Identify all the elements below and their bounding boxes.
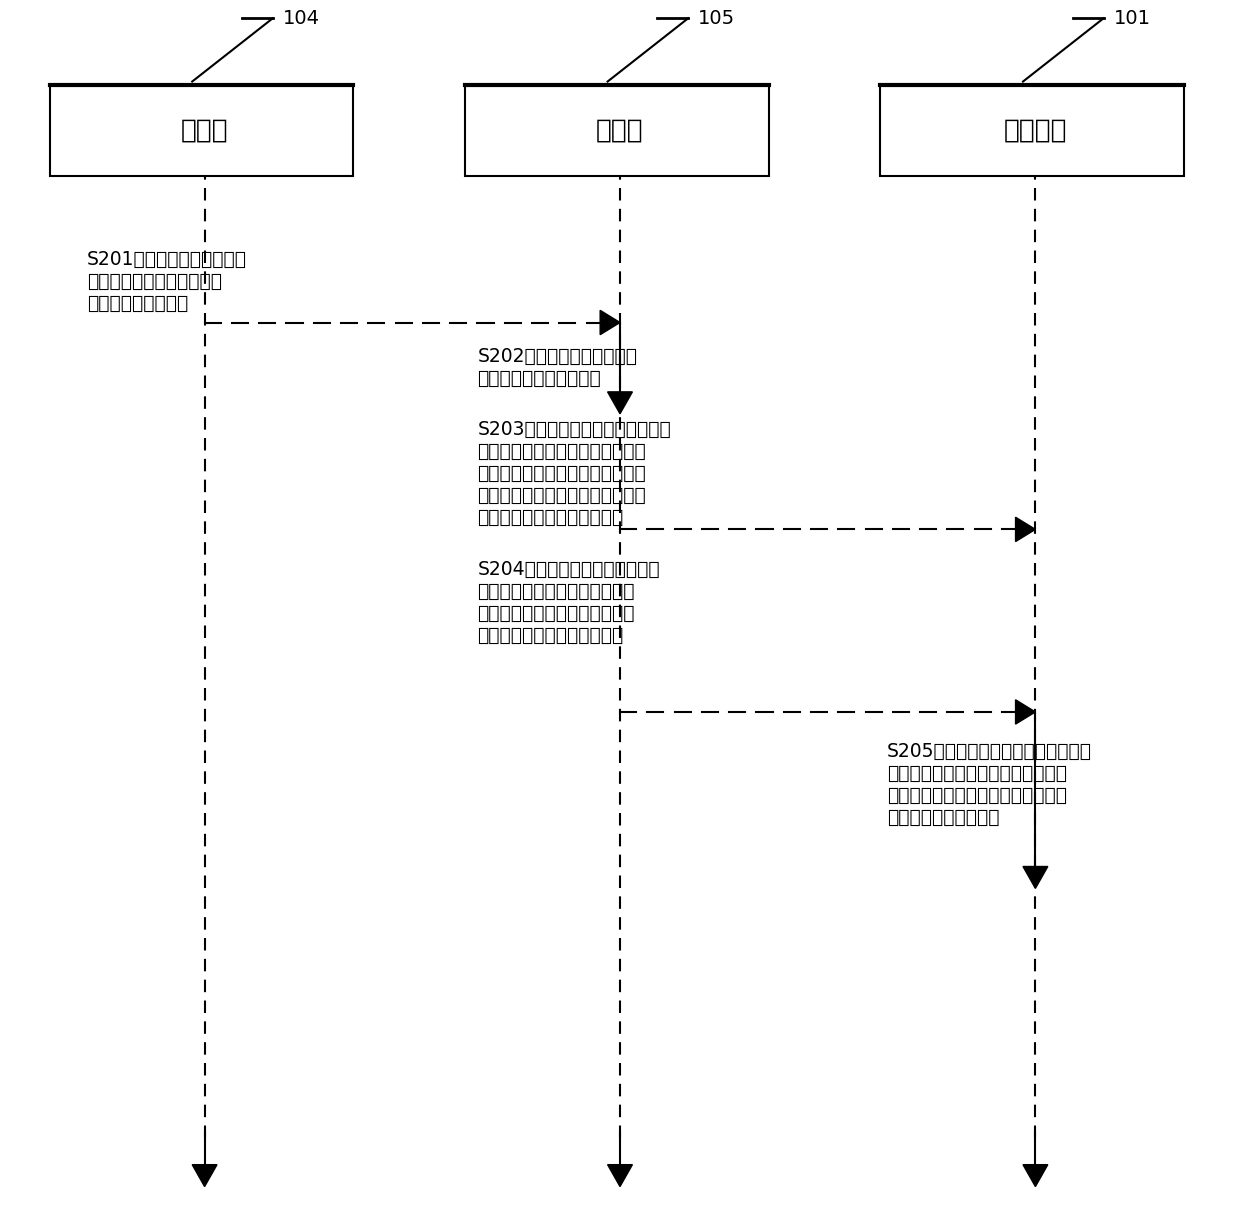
Bar <box>880 85 1184 176</box>
Text: 105: 105 <box>698 9 735 28</box>
Bar <box>465 85 769 176</box>
Polygon shape <box>608 392 632 414</box>
Polygon shape <box>1016 517 1035 542</box>
Polygon shape <box>600 310 620 335</box>
Text: 服务器: 服务器 <box>181 118 228 144</box>
Text: 数据库: 数据库 <box>596 118 644 144</box>
Text: S205、用户终端计算写入时间与生成
时间的差値，将差値作为业务数据的
处理时长，基于处理时长，确定业务
链路是否存在传输延迟: S205、用户终端计算写入时间与生成 时间的差値，将差値作为业务数据的 处理时长… <box>887 742 1091 828</box>
Bar <box>50 85 353 176</box>
Text: S202、数据库存储业务数据
对应的第一业务日志集合: S202、数据库存储业务数据 对应的第一业务日志集合 <box>477 347 637 388</box>
Text: S203、用户终端获取数据库中针对
业务链路在产生业务数据时生成的
第一业务日志集合，基于在第一业
务日志集合中插入的时间浮标获取
第一业务日志集合的生成时间: S203、用户终端获取数据库中针对 业务链路在产生业务数据时生成的 第一业务日志… <box>477 420 671 527</box>
Polygon shape <box>1023 867 1048 888</box>
Polygon shape <box>192 1165 217 1187</box>
Text: 用户终端: 用户终端 <box>1003 118 1068 144</box>
Text: 104: 104 <box>283 9 320 28</box>
Text: 101: 101 <box>1114 9 1151 28</box>
Polygon shape <box>1016 700 1035 724</box>
Text: S204、用户终端获取数据库中针
对业务链路在处理业务数据时生
成的第二业务日志，获取第二业
务日志写入数据库的写入时间: S204、用户终端获取数据库中针 对业务链路在处理业务数据时生 成的第二业务日志… <box>477 560 660 645</box>
Polygon shape <box>1023 1165 1048 1187</box>
Text: S201、服务器接收业务处理
请求并生成业务数据，将业
务数据备份至数据库: S201、服务器接收业务处理 请求并生成业务数据，将业 务数据备份至数据库 <box>87 249 247 313</box>
Polygon shape <box>608 1165 632 1187</box>
